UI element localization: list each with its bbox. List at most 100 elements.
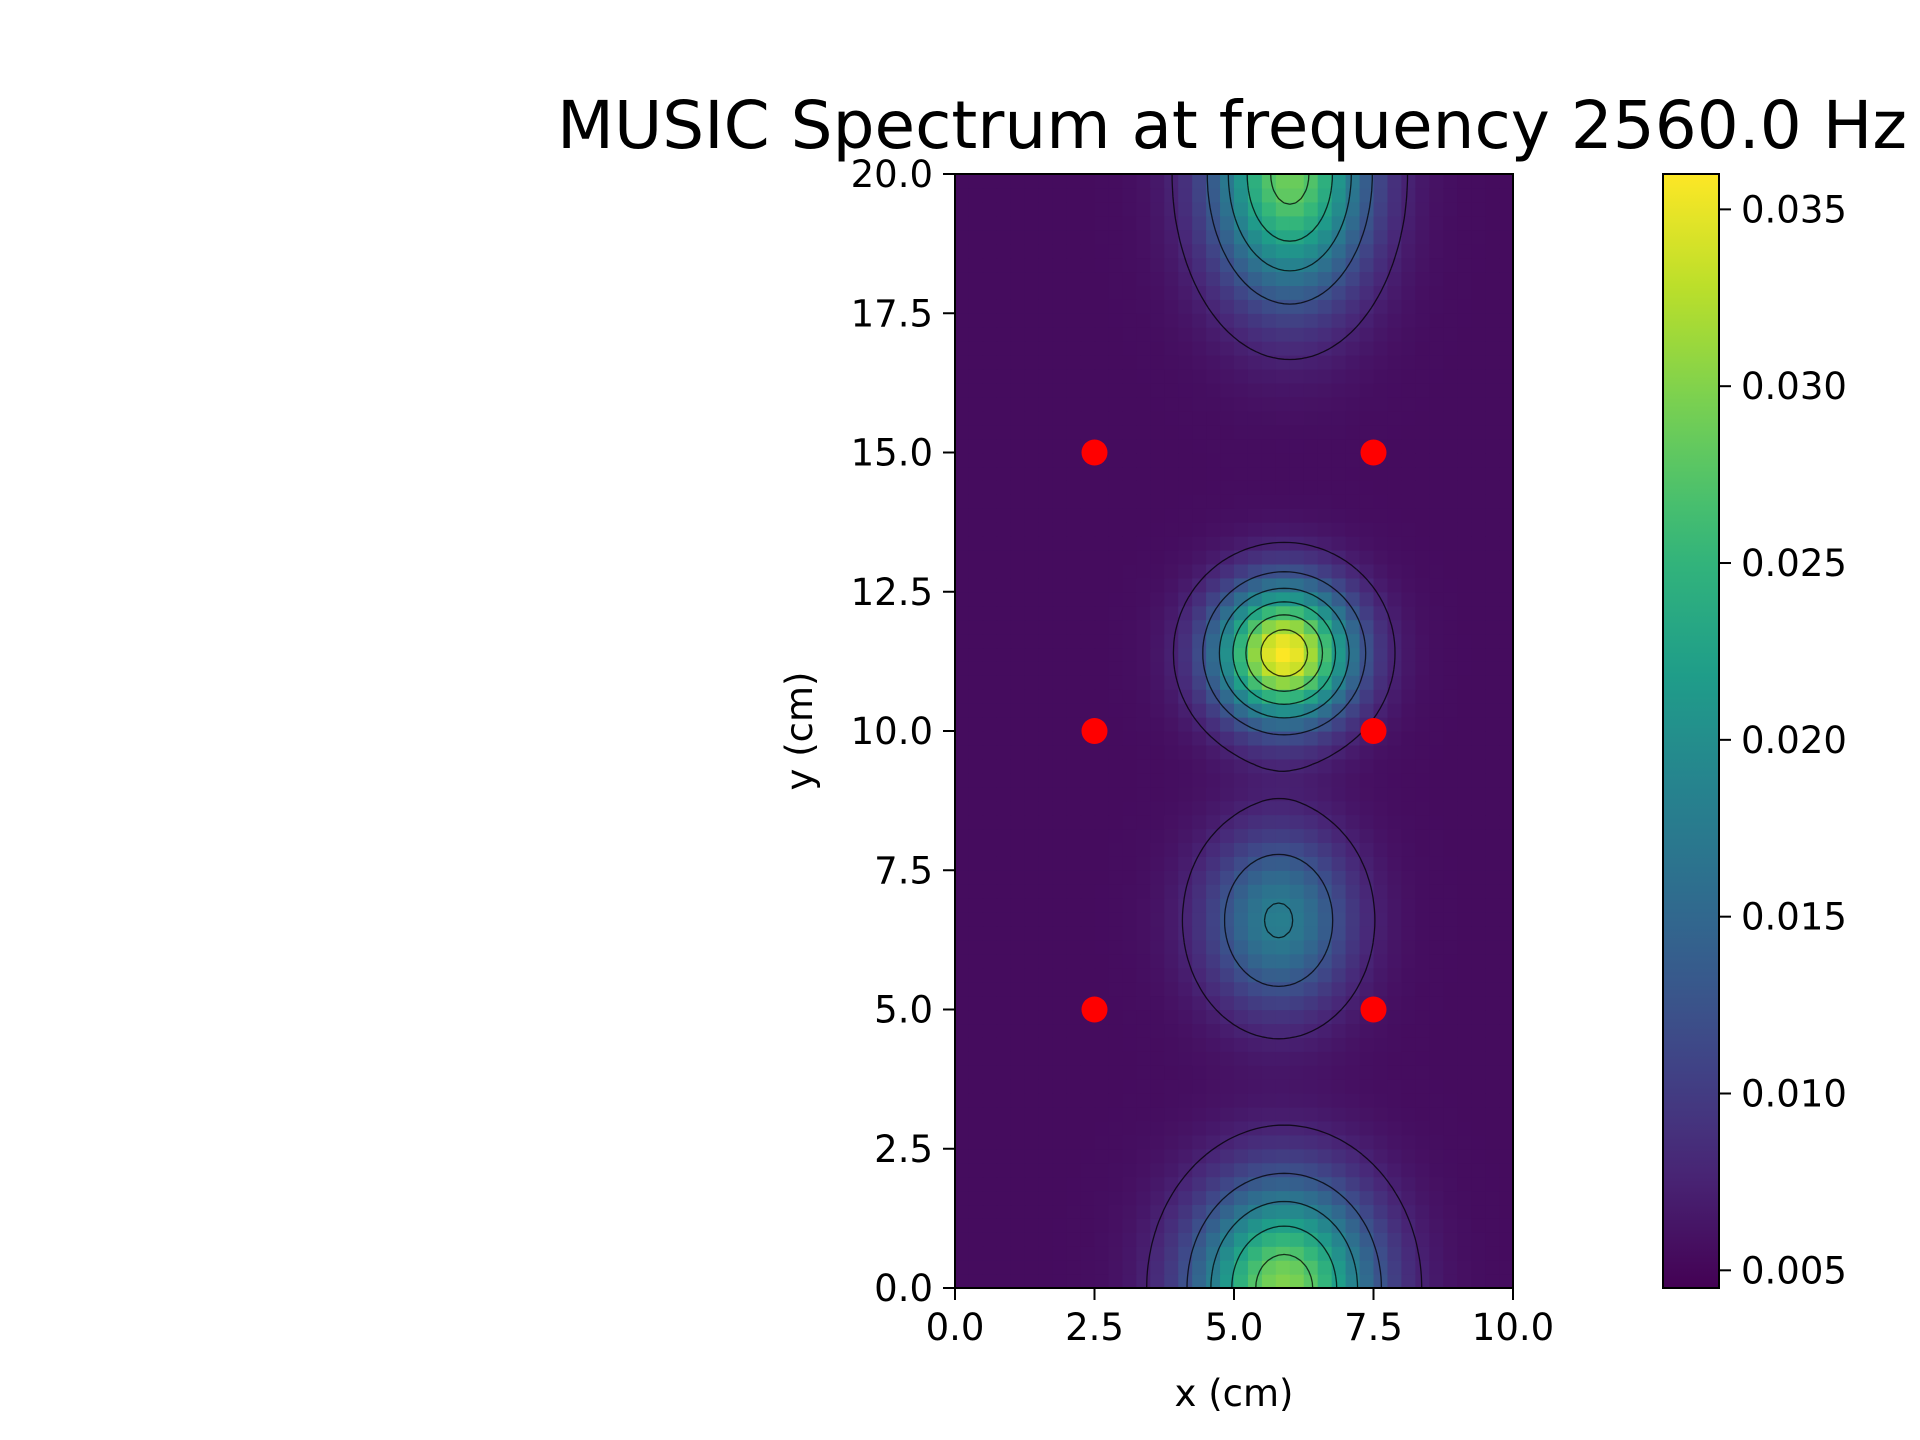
heatmap-cell [1261, 1051, 1277, 1066]
heatmap-cell [1010, 1218, 1026, 1233]
heatmap-cell [1401, 480, 1416, 495]
heatmap-cell [1471, 1204, 1486, 1219]
heatmap-cell [1066, 563, 1082, 579]
heatmap-cell [1331, 424, 1347, 440]
heatmap-cell [1331, 313, 1347, 328]
heatmap-cell [1499, 382, 1514, 398]
heatmap-cell [1192, 1204, 1207, 1219]
heatmap-cell [1289, 898, 1305, 913]
heatmap-cell [1485, 229, 1500, 245]
heatmap-cell [1234, 689, 1249, 704]
heatmap-cell [1261, 939, 1277, 955]
heatmap-cell [1164, 1148, 1179, 1164]
heatmap-cell [1415, 1023, 1430, 1038]
heatmap-cell [1038, 257, 1054, 273]
heatmap-cell [1094, 522, 1110, 537]
heatmap-cell [1108, 257, 1123, 273]
heatmap-cell [1303, 1274, 1319, 1289]
heatmap-cell [1373, 1260, 1389, 1275]
heatmap-cell [1303, 870, 1319, 885]
heatmap-cell [1052, 1120, 1068, 1136]
heatmap-cell [1429, 912, 1444, 927]
heatmap-cell [1317, 703, 1333, 718]
heatmap-cell [1178, 689, 1193, 704]
heatmap-cell [968, 856, 984, 871]
heatmap-cell [1345, 577, 1361, 593]
heatmap-cell [1359, 981, 1375, 997]
heatmap-cell [1192, 508, 1207, 523]
heatmap-cell [1192, 577, 1207, 593]
heatmap-cell [1150, 967, 1165, 983]
heatmap-cell [1303, 229, 1319, 245]
heatmap-cell [1122, 1148, 1137, 1164]
heatmap-cell [1485, 717, 1500, 732]
heatmap-cell [1359, 271, 1375, 286]
heatmap-cell [1234, 536, 1249, 551]
heatmap-cell [1052, 647, 1068, 662]
heatmap-cell [1080, 201, 1096, 217]
heatmap-cell [1150, 925, 1165, 941]
heatmap-cell [1038, 368, 1054, 384]
heatmap-cell [1220, 452, 1235, 468]
heatmap-cell [1331, 285, 1347, 300]
heatmap-cell [1401, 466, 1416, 481]
heatmap-cell [1429, 355, 1444, 370]
heatmap-cell [1289, 549, 1305, 565]
heatmap-cell [996, 661, 1012, 676]
heatmap-cell [1234, 201, 1249, 217]
heatmap-cell [1234, 494, 1249, 509]
heatmap-cell [1275, 1120, 1291, 1136]
heatmap-cell [996, 355, 1012, 370]
heatmap-cell [1471, 647, 1486, 662]
heatmap-cell [1415, 675, 1430, 690]
heatmap-cell [1373, 619, 1389, 635]
heatmap-cell [1108, 466, 1123, 481]
heatmap-cell [968, 522, 984, 537]
heatmap-cell [1094, 675, 1110, 690]
heatmap-cell [1289, 396, 1305, 412]
heatmap-cell [1443, 884, 1458, 899]
heatmap-cell [1331, 522, 1347, 537]
heatmap-cell [1220, 967, 1235, 983]
heatmap-cell [1303, 1079, 1319, 1094]
heatmap-cell [1345, 1037, 1361, 1052]
heatmap-cell [1457, 313, 1472, 328]
heatmap-cell [1094, 187, 1110, 203]
heatmap-cell [1108, 786, 1123, 802]
heatmap-cell [996, 967, 1012, 983]
heatmap-cell [1345, 1148, 1361, 1164]
heatmap-cell [1108, 1190, 1123, 1206]
heatmap-cell [1429, 1190, 1444, 1206]
heatmap-cell [1178, 243, 1193, 259]
heatmap-cell [1052, 452, 1068, 468]
heatmap-cell [1080, 1079, 1096, 1094]
heatmap-cell [955, 814, 970, 830]
heatmap-cell [1206, 508, 1221, 523]
heatmap-cell [1331, 981, 1347, 997]
heatmap-cell [1247, 953, 1263, 969]
heatmap-cell [1331, 577, 1347, 593]
heatmap-cell [1415, 1065, 1430, 1080]
heatmap-cell [1080, 814, 1096, 830]
heatmap-cell [1261, 187, 1277, 203]
heatmap-cell [1443, 703, 1458, 718]
heatmap-cell [1359, 563, 1375, 579]
heatmap-cell [1010, 898, 1026, 913]
heatmap-cell [1261, 1023, 1277, 1038]
heatmap-cell [1150, 647, 1165, 662]
heatmap-cell [1038, 480, 1054, 495]
heatmap-cell [1499, 772, 1514, 788]
heatmap-cell [1289, 1106, 1305, 1122]
heatmap-cell [968, 438, 984, 454]
heatmap-cell [1038, 1232, 1054, 1247]
heatmap-cell [1206, 1274, 1221, 1289]
heatmap-cell [1108, 271, 1123, 286]
heatmap-cell [1178, 382, 1193, 398]
heatmap-cell [1178, 925, 1193, 941]
heatmap-cell [1261, 786, 1277, 802]
heatmap-cell [1401, 368, 1416, 384]
heatmap-cell [1136, 522, 1151, 537]
heatmap-cell [1471, 1051, 1486, 1066]
heatmap-cell [1206, 424, 1221, 440]
heatmap-cell [1164, 814, 1179, 830]
